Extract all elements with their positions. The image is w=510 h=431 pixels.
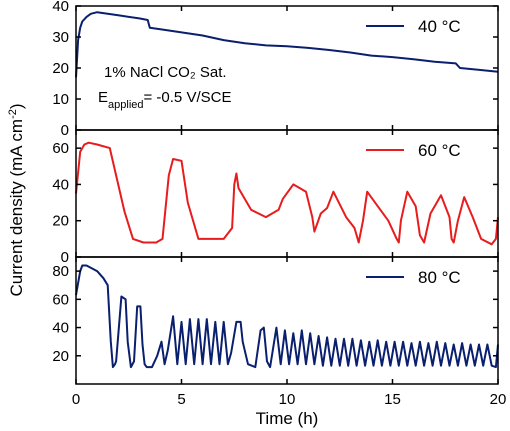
annotation-potential-e: E — [98, 89, 108, 106]
x-tick-label-1: 5 — [177, 391, 185, 408]
y-tick-label-1-4: 40 — [52, 0, 69, 15]
annotation-potential-sub: applied — [108, 99, 143, 111]
annotation-solution: 1% NaCl CO₂ Sat. — [104, 64, 227, 81]
x-tick-label-3: 15 — [384, 391, 401, 408]
y-tick-label-2-1: 20 — [52, 213, 69, 230]
legend-label-1: 40 °C — [418, 17, 461, 36]
y-tick-label-2-3: 60 — [52, 140, 69, 157]
legend-label-2: 60 °C — [418, 141, 461, 160]
annotation-potential-value: = -0.5 V/SCE — [144, 89, 232, 106]
annotation-potential: Eapplied= -0.5 V/SCE — [98, 89, 231, 111]
y-tick-label-1-0: 0 — [61, 122, 69, 139]
x-tick-label-4: 20 — [490, 391, 507, 408]
y-tick-label-3-1: 40 — [52, 320, 69, 337]
y-axis-title-sup: -2 — [7, 109, 19, 119]
x-tick-label-2: 10 — [279, 391, 296, 408]
x-axis-title: Time (h) — [256, 409, 319, 428]
series-line-3 — [75, 264, 499, 369]
y-tick-label-3-3: 80 — [52, 263, 69, 280]
panel-3: 20 40 60 80 80 °C — [52, 256, 499, 385]
y-tick-label-2-2: 40 — [52, 176, 69, 193]
y-tick-label-3-0: 20 — [52, 348, 69, 365]
y-axis-title: Current density (mA cm-2) — [7, 103, 26, 296]
series-line-1 — [75, 11, 499, 78]
x-tick-label-0: 0 — [72, 391, 80, 408]
y-tick-label-1-2: 20 — [52, 60, 69, 77]
y-tick-label-1-3: 30 — [52, 29, 69, 46]
y-axis-title-main: Current density (mA cm — [7, 119, 26, 297]
legend-label-3: 80 °C — [418, 268, 461, 287]
panel-2: 0 20 40 60 60 °C — [52, 129, 499, 266]
series-line-2 — [75, 141, 499, 246]
y-axis-title-end: ) — [7, 103, 26, 109]
y-tick-label-2-0: 0 — [61, 249, 69, 266]
y-tick-label-3-2: 60 — [52, 291, 69, 308]
y-tick-label-1-1: 10 — [52, 91, 69, 108]
